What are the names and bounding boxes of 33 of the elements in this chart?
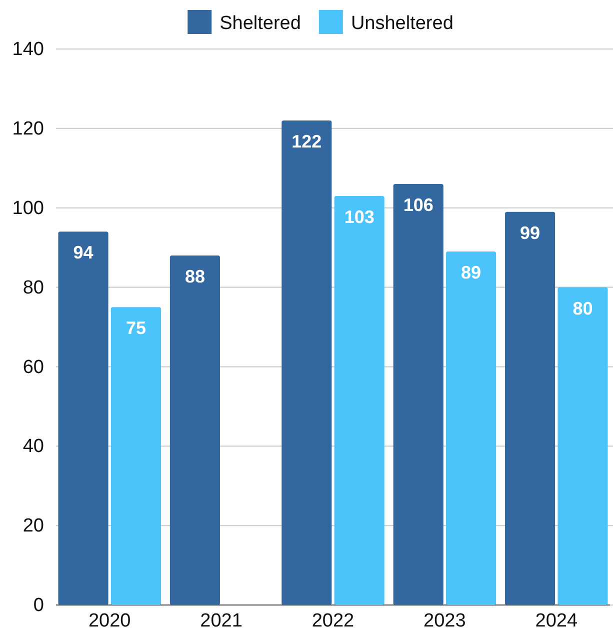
data-label: 103 — [344, 206, 374, 227]
data-label: 75 — [126, 318, 146, 338]
y-tick-label: 20 — [22, 516, 44, 537]
y-tick-label: 100 — [12, 198, 44, 219]
data-label: 106 — [403, 195, 434, 216]
legend-label: Sheltered — [220, 13, 301, 34]
y-tick-label: 0 — [33, 595, 44, 616]
bar — [505, 212, 556, 605]
bar — [170, 256, 220, 605]
legend-label: Unsheltered — [350, 13, 454, 34]
x-tick-label: 2024 — [535, 610, 578, 632]
data-label: 122 — [292, 131, 322, 152]
bar — [282, 120, 332, 605]
data-label: 80 — [572, 298, 593, 318]
x-tick-label: 2023 — [424, 610, 466, 632]
x-tick-label: 2020 — [88, 610, 131, 632]
y-tick-label: 60 — [22, 356, 44, 378]
data-label: 89 — [461, 262, 482, 283]
bar — [110, 307, 161, 605]
bar — [446, 252, 496, 605]
bar — [58, 232, 108, 605]
bar — [558, 287, 608, 605]
bar — [393, 184, 444, 605]
y-tick-label: 80 — [22, 277, 44, 298]
data-label: 88 — [184, 266, 205, 287]
data-label: 99 — [520, 222, 540, 243]
data-label: 94 — [73, 242, 94, 263]
y-tick-label: 120 — [12, 118, 44, 140]
y-tick-label: 140 — [12, 39, 44, 60]
x-tick-label: 2021 — [200, 610, 242, 632]
x-tick-label: 2022 — [312, 610, 354, 632]
y-tick-label: 40 — [22, 436, 44, 458]
bar — [334, 196, 384, 605]
